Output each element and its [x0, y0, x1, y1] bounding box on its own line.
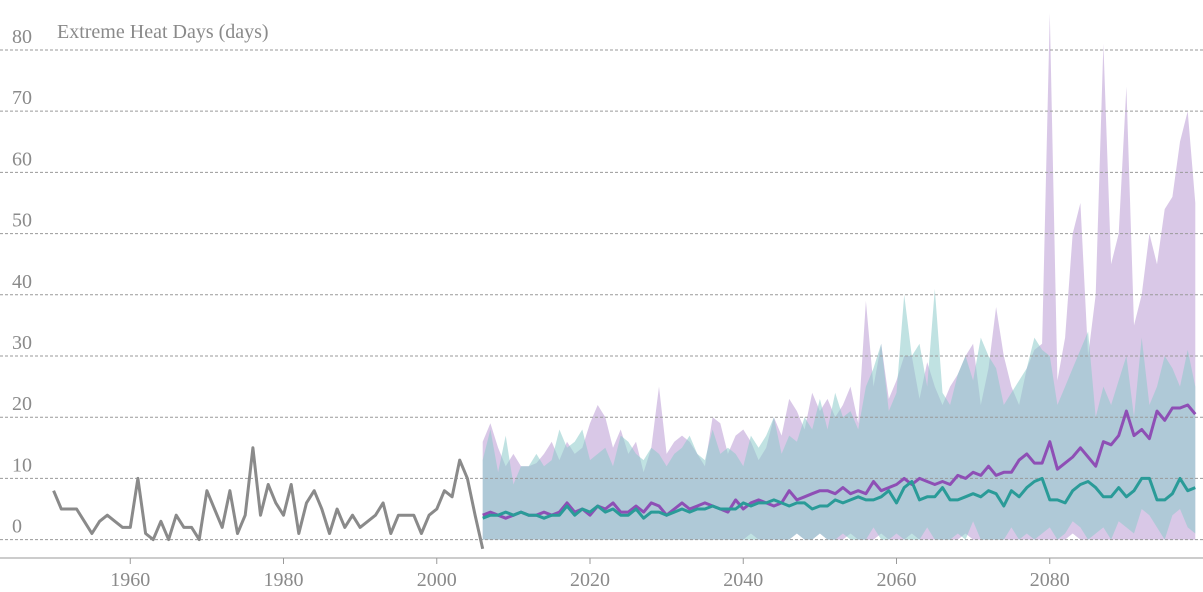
x-tick-label: 2020 [570, 569, 610, 591]
chart-title: Extreme Heat Days (days) [57, 21, 269, 43]
grid [0, 49, 1203, 564]
x-tick-label: 2040 [723, 569, 763, 591]
lines [52, 403, 1197, 550]
series-line [52, 446, 485, 550]
y-tick-label: 40 [12, 271, 32, 293]
y-tick-label: 10 [12, 454, 32, 476]
y-tick-label: 80 [12, 26, 32, 48]
y-tick-label: 50 [12, 210, 32, 232]
x-tick-label: 2000 [417, 569, 457, 591]
x-tick-label: 2060 [877, 569, 917, 591]
bands [482, 13, 1196, 540]
x-tick-label: 1960 [110, 569, 150, 591]
y-tick-label: 30 [12, 332, 32, 354]
series-line [482, 476, 1196, 520]
x-tick-label: 2080 [1030, 569, 1070, 591]
y-tick-label: 70 [12, 87, 32, 109]
x-tick-label: 1980 [264, 569, 304, 591]
y-tick-label: 0 [12, 516, 22, 538]
y-tick-label: 20 [12, 393, 32, 415]
range-band [482, 288, 1196, 540]
y-tick-label: 60 [12, 148, 32, 170]
